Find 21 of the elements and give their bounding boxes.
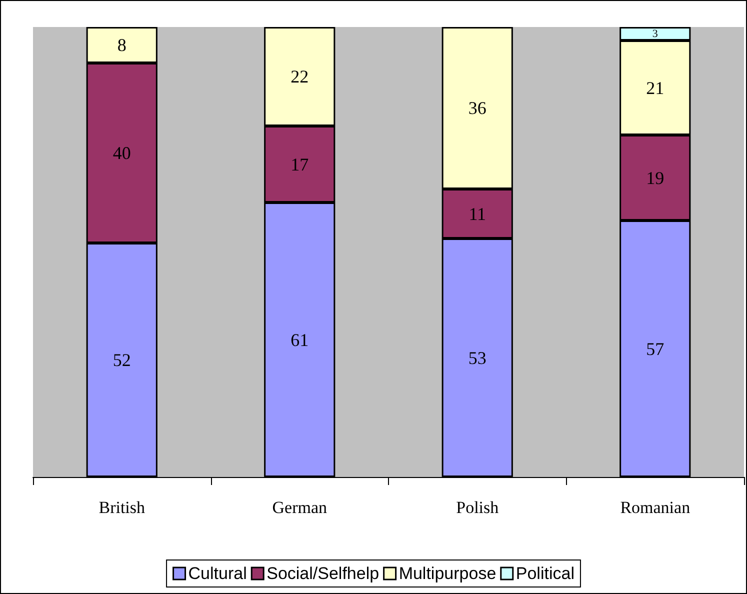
legend-label: Social/Selfhelp [266, 564, 380, 583]
x-tick-label: Romanian [620, 498, 691, 517]
data-label: 11 [468, 204, 486, 224]
data-label: 3 [652, 28, 658, 40]
data-label: 40 [112, 143, 131, 163]
data-label: 61 [290, 330, 309, 350]
data-label: 36 [468, 98, 486, 118]
data-label: 52 [112, 350, 131, 370]
data-label: 22 [290, 66, 309, 86]
x-tick-label: German [272, 498, 328, 517]
legend-label: Cultural [188, 564, 247, 583]
data-label: 19 [646, 168, 664, 188]
data-label: 17 [290, 154, 309, 174]
data-label: 8 [117, 35, 126, 55]
data-label: 21 [646, 78, 664, 98]
x-tick-label: Polish [456, 498, 500, 517]
data-label: 53 [468, 348, 486, 368]
legend-label: Multipurpose [398, 564, 496, 583]
x-tick-label: British [98, 498, 146, 517]
data-label: 57 [646, 338, 664, 359]
legend-label: Political [516, 564, 574, 583]
